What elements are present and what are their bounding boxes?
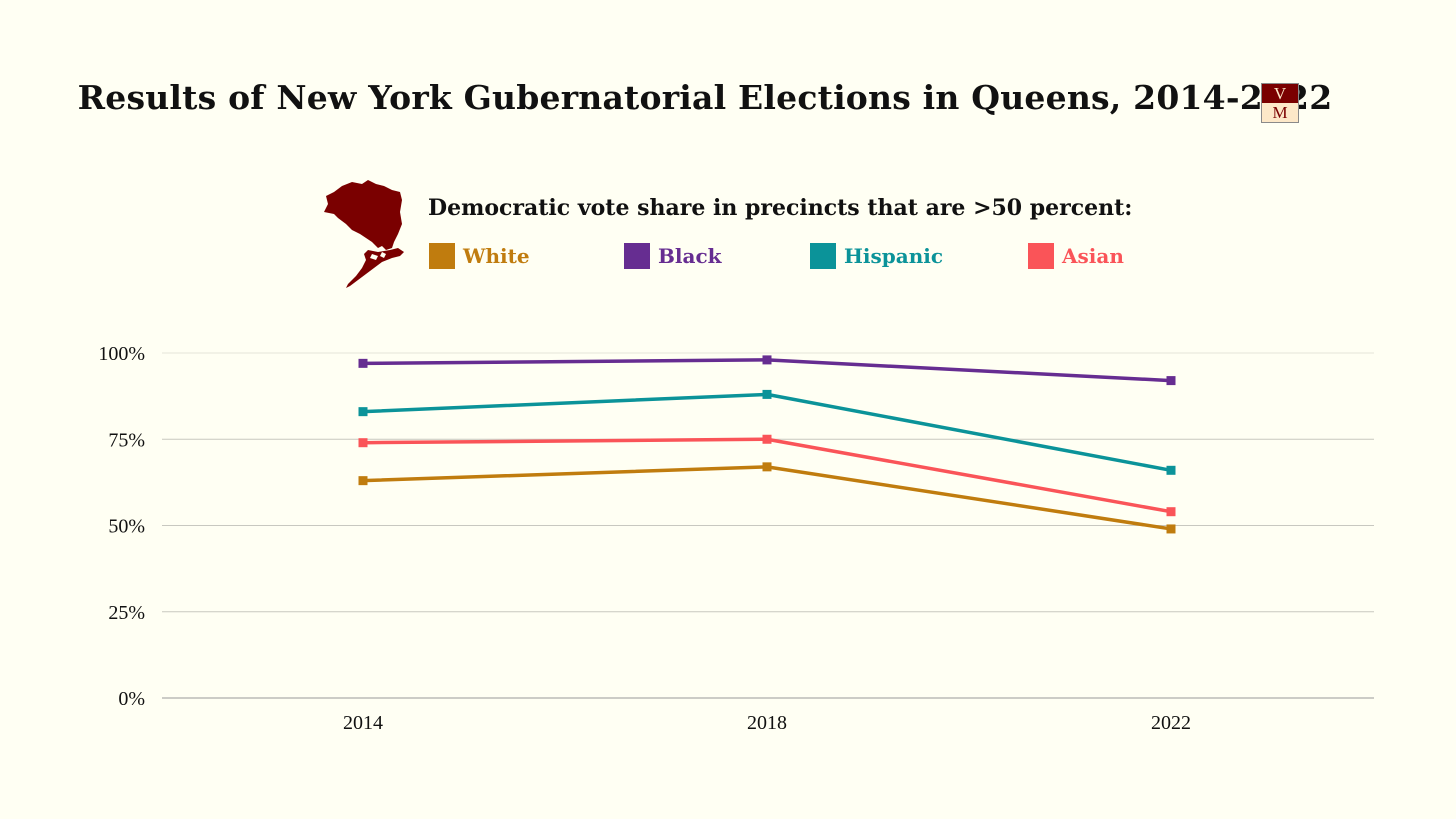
vm-logo: V M: [1261, 83, 1299, 123]
data-point-black: [762, 355, 772, 365]
data-point-white: [1166, 524, 1176, 534]
legend-swatch-white: [429, 243, 455, 269]
legend-item-hispanic: Hispanic: [810, 243, 943, 269]
data-point-asian: [1166, 507, 1176, 517]
y-tick-label: 75%: [108, 429, 145, 451]
x-tick-label: 2022: [1151, 712, 1191, 734]
queens-map-icon: [324, 180, 404, 288]
series-line-hispanic: [361, 392, 1173, 473]
x-tick-label: 2014: [343, 712, 383, 734]
series-line-white: [361, 465, 1173, 531]
chart-title: Results of New York Gubernatorial Electi…: [0, 78, 1410, 117]
chart-subtitle-text: Democratic vote share in precincts that …: [428, 195, 1133, 221]
legend-label-black: Black: [658, 244, 722, 268]
y-tick-label: 25%: [108, 602, 145, 624]
legend-swatch-black: [624, 243, 650, 269]
data-point-asian: [762, 434, 772, 444]
legend-label-asian: Asian: [1062, 244, 1124, 268]
y-tick-label: 50%: [108, 516, 145, 538]
y-tick-label: 0%: [118, 688, 145, 710]
data-point-hispanic: [1166, 465, 1176, 475]
legend-label-white: White: [463, 244, 530, 268]
legend-swatch-asian: [1028, 243, 1054, 269]
data-point-white: [358, 476, 368, 486]
data-point-asian: [358, 438, 368, 448]
data-point-black: [358, 358, 368, 368]
legend-item-white: White: [429, 243, 530, 269]
legend-label-hispanic: Hispanic: [844, 244, 944, 268]
y-tick-label: 100%: [98, 343, 145, 365]
legend-swatch-hispanic: [810, 243, 836, 269]
data-point-hispanic: [358, 407, 368, 417]
chart-title-text: Results of New York Gubernatorial Electi…: [77, 78, 1333, 117]
data-point-black: [1166, 376, 1176, 386]
logo-top-letter: V: [1262, 84, 1298, 103]
legend-item-black: Black: [624, 243, 722, 269]
chart-subtitle: Democratic vote share in precincts that …: [428, 195, 1132, 221]
data-point-white: [762, 462, 772, 472]
x-tick-label: 2018: [747, 712, 787, 734]
data-point-hispanic: [762, 389, 772, 399]
legend-item-asian: Asian: [1028, 243, 1124, 269]
logo-bottom-letter: M: [1272, 103, 1288, 122]
